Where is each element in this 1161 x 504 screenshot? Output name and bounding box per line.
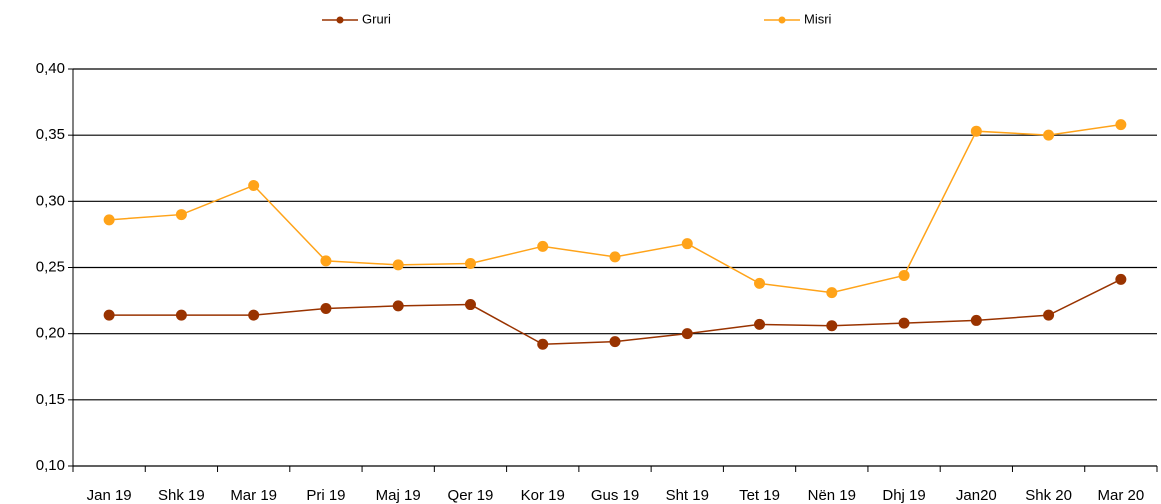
data-point	[320, 255, 332, 267]
x-tick-label: Jan 19	[87, 487, 132, 504]
data-point	[609, 336, 621, 348]
data-point	[1043, 309, 1055, 321]
x-tick-label: Gus 19	[591, 487, 639, 504]
data-point	[970, 125, 982, 137]
data-point	[537, 240, 549, 252]
data-point	[537, 338, 549, 350]
y-tick-label: 0,30	[36, 192, 65, 209]
legend-marker	[336, 16, 344, 24]
legend-label: Gruri	[362, 11, 391, 26]
data-point	[1043, 129, 1055, 141]
x-tick-label: Qer 19	[448, 487, 494, 504]
y-tick-label: 0,35	[36, 126, 65, 143]
x-tick-label: Tet 19	[739, 487, 780, 504]
data-point	[826, 287, 838, 299]
x-tick-label: Mar 19	[230, 487, 277, 504]
data-point	[464, 299, 476, 311]
data-point	[392, 259, 404, 271]
data-point	[898, 317, 910, 329]
legend-label: Misri	[804, 11, 832, 26]
data-point	[754, 318, 766, 330]
x-tick-label: Sht 19	[666, 487, 709, 504]
data-point	[175, 209, 187, 221]
data-point	[970, 314, 982, 326]
data-point	[175, 309, 187, 321]
data-point	[103, 214, 115, 226]
x-tick-label: Maj 19	[376, 487, 421, 504]
data-point	[248, 179, 260, 191]
y-tick-label: 0,10	[36, 457, 65, 474]
data-point	[898, 269, 910, 281]
x-tick-label: Nën 19	[808, 487, 856, 504]
legend-marker	[778, 16, 786, 24]
y-tick-label: 0,15	[36, 391, 65, 408]
x-tick-label: Shk 20	[1025, 487, 1072, 504]
y-tick-label: 0,40	[36, 60, 65, 77]
y-tick-label: 0,25	[36, 258, 65, 275]
x-tick-label: Shk 19	[158, 487, 205, 504]
x-tick-label: Dhj 19	[882, 487, 925, 504]
data-point	[754, 277, 766, 289]
data-point	[103, 309, 115, 321]
data-point	[609, 251, 621, 263]
x-tick-label: Kor 19	[521, 487, 565, 504]
data-point	[681, 328, 693, 340]
x-tick-label: Pri 19	[306, 487, 345, 504]
series-line	[109, 278, 1122, 346]
data-point	[320, 303, 332, 315]
data-point	[392, 300, 404, 312]
data-point	[826, 320, 838, 332]
data-point	[1115, 273, 1127, 285]
x-tick-label: Mar 20	[1098, 487, 1145, 504]
data-point	[464, 258, 476, 270]
data-point	[681, 238, 693, 250]
data-point	[1115, 119, 1127, 131]
x-tick-label: Jan20	[956, 487, 997, 504]
data-point	[248, 309, 260, 321]
y-tick-label: 0,20	[36, 325, 65, 342]
